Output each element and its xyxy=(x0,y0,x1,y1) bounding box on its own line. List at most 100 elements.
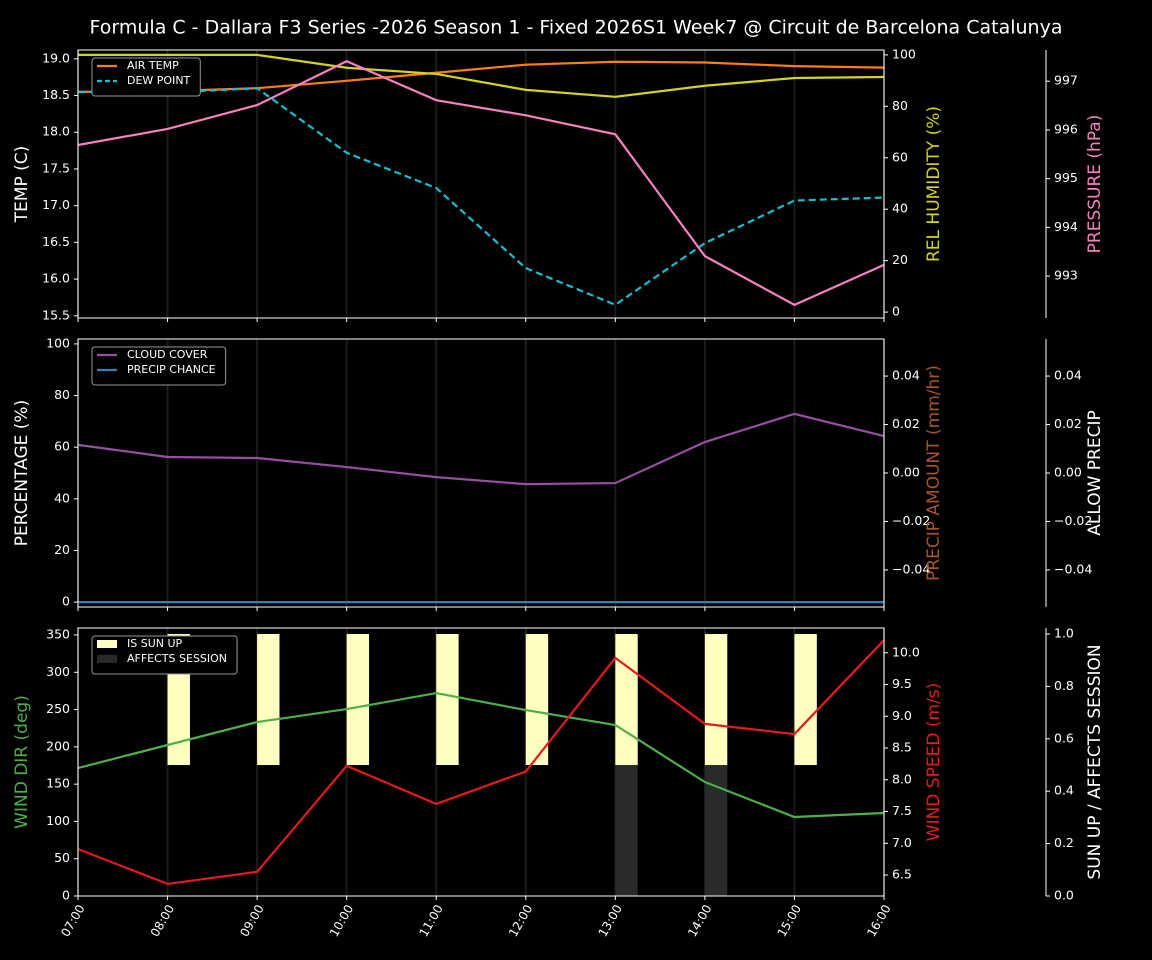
y-tick-label: 20 xyxy=(54,542,70,557)
y2-tick-label: 9.5 xyxy=(892,676,912,691)
legend-label: IS SUN UP xyxy=(127,637,183,650)
y-tick-label: 0 xyxy=(62,888,70,903)
y3-axis-label: ALLOW PRECIP xyxy=(1085,410,1105,536)
y-tick-label: 18.0 xyxy=(42,124,70,139)
y3-tick-label: 994 xyxy=(1054,219,1078,234)
y-tick-label: 17.5 xyxy=(42,160,70,175)
y3-tick-label: 1.0 xyxy=(1054,626,1074,641)
x-tick-label: 11:00 xyxy=(416,902,445,939)
y-tick-label: 17.0 xyxy=(42,197,70,212)
y3-tick-label: 996 xyxy=(1054,121,1078,136)
y-tick-label: 100 xyxy=(46,813,70,828)
plot-frame xyxy=(77,338,885,608)
legend-label: DEW POINT xyxy=(127,74,191,87)
y3-tick-label: 0.00 xyxy=(1054,465,1082,480)
y2-tick-label: 40 xyxy=(892,201,908,216)
y2-tick-label: 6.5 xyxy=(892,867,912,882)
y-tick-label: 300 xyxy=(46,664,70,679)
y2-axis-label: REL HUMIDITY (%) xyxy=(924,106,944,262)
y-tick-label: 0 xyxy=(62,594,70,609)
y-tick-label: 16.0 xyxy=(42,271,70,286)
legend-label: CLOUD COVER xyxy=(127,348,208,361)
y-tick-label: 60 xyxy=(54,439,70,454)
y2-tick-label: 100 xyxy=(892,46,916,61)
y2-tick-label: 20 xyxy=(892,252,908,267)
y3-tick-label: 0.0 xyxy=(1054,888,1074,903)
legend-label: AFFECTS SESSION xyxy=(127,652,227,665)
y2-tick-label: 0.04 xyxy=(892,368,920,383)
y2-tick-label: 0.00 xyxy=(892,465,920,480)
x-tick-label: 13:00 xyxy=(596,902,625,939)
y3-tick-label: −0.04 xyxy=(1054,561,1092,576)
y3-tick-label: 0.6 xyxy=(1054,730,1074,745)
y-tick-label: 200 xyxy=(46,738,70,753)
y-tick-label: 15.5 xyxy=(42,307,70,322)
x-tick-label: 16:00 xyxy=(864,902,893,939)
legend-label: PRECIP CHANCE xyxy=(127,363,216,376)
y3-tick-label: −0.02 xyxy=(1054,513,1092,528)
line xyxy=(77,59,885,307)
legend-box xyxy=(91,635,238,675)
y3-tick-label: 0.2 xyxy=(1054,835,1074,850)
y3-axis-label: SUN UP / AFFECTS SESSION xyxy=(1085,644,1105,879)
plot-frame xyxy=(77,49,885,319)
line xyxy=(77,87,885,307)
y-tick-label: 350 xyxy=(46,627,70,642)
x-tick-label: 09:00 xyxy=(237,902,266,939)
y3-tick-label: 993 xyxy=(1054,268,1078,283)
bar xyxy=(257,634,280,766)
line xyxy=(77,691,885,819)
y2-tick-label: 8.5 xyxy=(892,740,912,755)
line xyxy=(77,412,885,486)
y2-tick-label: 80 xyxy=(892,98,908,113)
x-tick-label: 15:00 xyxy=(775,902,804,939)
y2-tick-label: 0.02 xyxy=(892,416,920,431)
y-tick-label: 150 xyxy=(46,776,70,791)
legend: AIR TEMP DEW POINT xyxy=(91,57,201,97)
y3-tick-label: 995 xyxy=(1054,170,1078,185)
bar xyxy=(525,634,549,766)
y-axis-label: TEMP (C) xyxy=(12,146,32,224)
y2-tick-label: 9.0 xyxy=(892,708,912,723)
line xyxy=(78,53,885,98)
y2-tick-label: 10.0 xyxy=(892,644,920,659)
y2-axis-label: PRECIP AMOUNT (mm/hr) xyxy=(924,365,944,581)
bar xyxy=(704,765,728,896)
x-tick-label: 08:00 xyxy=(148,902,177,939)
y-tick-label: 18.5 xyxy=(42,87,70,102)
line xyxy=(77,639,885,886)
y2-tick-label: −0.04 xyxy=(892,561,930,576)
x-tick-label: 10:00 xyxy=(327,902,356,939)
y2-tick-label: 8.0 xyxy=(892,771,912,786)
plot-frame xyxy=(77,627,885,897)
y-tick-label: 80 xyxy=(54,387,70,402)
y-tick-label: 16.5 xyxy=(42,234,70,249)
legend: CLOUD COVER PRECIP CHANCE xyxy=(91,346,227,386)
bar xyxy=(346,634,370,766)
y-tick-label: 40 xyxy=(54,490,70,505)
y2-tick-label: 7.0 xyxy=(892,835,912,850)
bar xyxy=(615,634,638,766)
x-tick-label: 07:00 xyxy=(58,902,87,939)
legend-swatch xyxy=(97,655,117,663)
y-tick-label: 50 xyxy=(54,850,70,865)
y2-tick-label: 0 xyxy=(892,304,900,319)
y-tick-label: 100 xyxy=(46,335,70,350)
plot-area xyxy=(78,50,884,318)
bar xyxy=(615,765,638,896)
legend-label: AIR TEMP xyxy=(127,59,179,72)
legend-swatch xyxy=(97,640,117,648)
y2-tick-label: −0.02 xyxy=(892,513,930,528)
legend-box xyxy=(91,346,227,386)
bar xyxy=(436,634,459,766)
y2-axis-label: WIND SPEED (m/s) xyxy=(924,683,944,841)
y-axis-label: PERCENTAGE (%) xyxy=(12,400,32,546)
y2-tick-label: 7.5 xyxy=(892,803,912,818)
legend-box xyxy=(91,57,201,97)
bar xyxy=(704,634,728,766)
legend: IS SUN UP AFFECTS SESSION xyxy=(91,635,238,675)
y3-tick-label: 0.8 xyxy=(1054,678,1074,693)
y3-tick-label: 0.02 xyxy=(1054,416,1082,431)
x-tick-label: 14:00 xyxy=(685,902,714,939)
